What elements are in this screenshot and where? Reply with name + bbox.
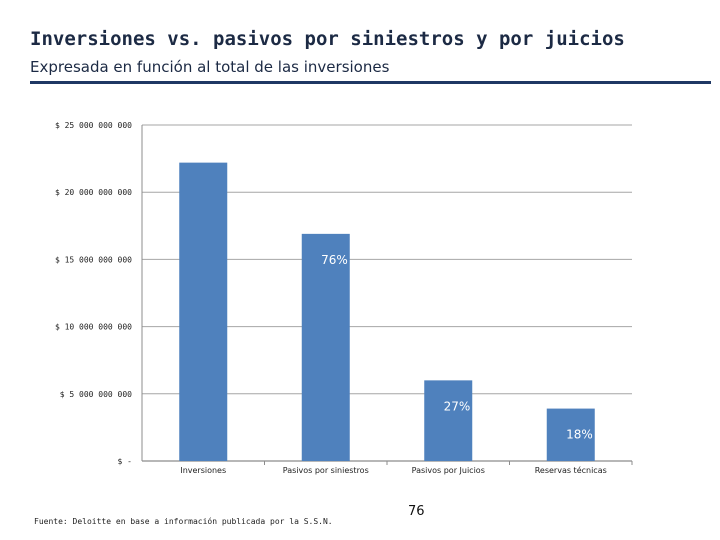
bar-1 <box>179 162 228 461</box>
y-tick-label: $ 5 000 000 000 <box>60 390 132 399</box>
page-number: 76 <box>408 504 425 519</box>
title-divider <box>30 81 711 84</box>
x-tick-label: Reservas técnicas <box>535 465 607 475</box>
y-tick-label: $ 25 000 000 000 <box>55 121 132 130</box>
x-tick-label: Pasivos por Juicios <box>412 466 485 475</box>
x-tick-label: Pasivos por siniestros <box>283 466 369 475</box>
bar-4 <box>546 408 595 461</box>
data-label: 27% <box>444 399 471 413</box>
y-tick-label: $ - <box>118 457 132 466</box>
x-tick-label: Inversiones <box>180 466 226 475</box>
data-label: 76% <box>321 253 348 267</box>
y-tick-label: $ 20 000 000 000 <box>55 188 132 197</box>
source-note: Fuente: Deloitte en base a información p… <box>34 517 333 526</box>
page-title: Inversiones vs. pasivos por siniestros y… <box>30 28 625 50</box>
y-tick-label: $ 15 000 000 000 <box>55 255 132 264</box>
bar-2 <box>301 233 350 461</box>
bar-3 <box>424 380 473 461</box>
page-subtitle: Expresada en función al total de las inv… <box>30 58 390 76</box>
y-tick-label: $ 10 000 000 000 <box>55 323 132 332</box>
data-label: 18% <box>566 428 593 442</box>
